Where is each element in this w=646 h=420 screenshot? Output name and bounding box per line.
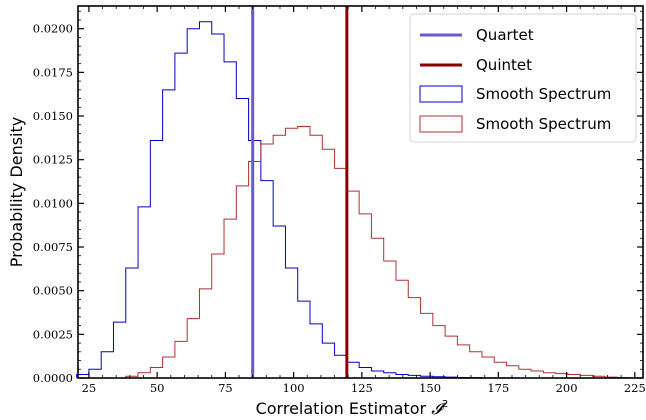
legend-blue-label: Smooth Spectrum — [476, 85, 611, 103]
x-tick-label: 50 — [150, 381, 165, 395]
y-tick-label: 0.0050 — [33, 284, 73, 298]
x-tick-label: 75 — [218, 381, 233, 395]
x-tick-label: 125 — [351, 381, 373, 395]
y-tick-label: 0.0150 — [33, 109, 73, 123]
legend-quartet-label: Quartet — [476, 26, 534, 44]
x-tick-label: 25 — [82, 381, 97, 395]
legend-box — [409, 13, 637, 143]
histogram-series-1 — [125, 126, 630, 379]
y-tick-label: 0.0000 — [33, 371, 73, 385]
plot-area — [76, 6, 630, 379]
x-tick-label: 175 — [487, 381, 509, 395]
legend-red-swatch — [419, 115, 463, 133]
y-axis-label: Probability Density — [7, 117, 26, 268]
x-tick-label: 150 — [419, 381, 441, 395]
x-axis-label: Correlation Estimator 𝓘2 — [256, 399, 449, 418]
plot-frame — [77, 5, 644, 379]
histogram-series-0 — [76, 21, 532, 379]
x-tick-label: 100 — [283, 381, 305, 395]
y-tick-label: 0.0175 — [33, 65, 73, 79]
y-tick-label: 0.0100 — [33, 196, 73, 210]
y-tick-label: 0.0200 — [33, 22, 73, 36]
legend-blue-swatch — [419, 85, 463, 103]
y-tick-label: 0.0025 — [33, 327, 73, 341]
legend-quintet-label: Quintet — [476, 56, 532, 74]
axis-ticks: 25 50 75 100 125 150 175 200 225 0.0000 0.0025 0.00… — [33, 6, 646, 395]
y-tick-label: 0.0075 — [33, 240, 73, 254]
x-tick-label: 200 — [556, 381, 578, 395]
x-tick-label: 225 — [624, 381, 646, 395]
legend: Quartet Quintet Smooth Spectrum Smooth S… — [409, 13, 637, 143]
legend-red-label: Smooth Spectrum — [476, 115, 611, 133]
y-tick-label: 0.0125 — [33, 153, 73, 167]
